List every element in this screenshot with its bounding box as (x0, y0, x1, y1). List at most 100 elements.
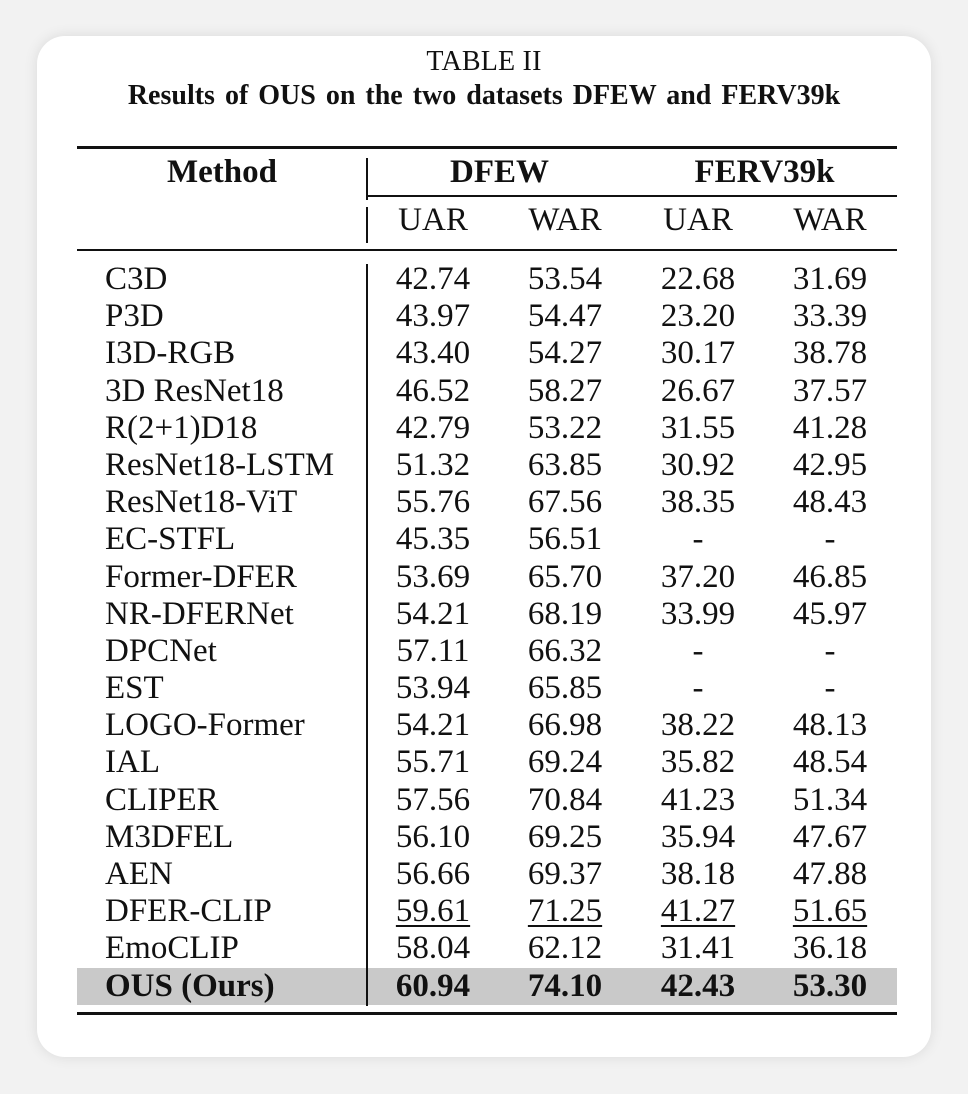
metric-value: 53.54 (527, 261, 603, 297)
bottom-rule (77, 1012, 897, 1015)
method-name: 3D ResNet18 (105, 372, 284, 409)
metric-value: 26.67 (660, 372, 736, 409)
metric-value: 65.70 (527, 558, 603, 595)
metric-value: 59.61 (395, 893, 471, 930)
metric-value: 42.79 (395, 409, 471, 446)
metric-value: - (692, 632, 704, 669)
metric-value: 66.32 (527, 632, 603, 669)
table-row: M3DFEL 56.10 69.25 35.94 47.67 (77, 819, 897, 856)
metric-value: 53.30 (792, 967, 868, 1004)
metric-value: 38.22 (660, 707, 736, 744)
header-ferv-war: WAR (793, 202, 867, 238)
metric-value: 71.25 (527, 893, 603, 930)
metric-value: 66.98 (527, 707, 603, 744)
table-row: Former-DFER 53.69 65.70 37.20 46.85 (77, 559, 897, 596)
metric-value: 31.55 (660, 409, 736, 446)
header-dfew-war: WAR (528, 202, 602, 238)
table-card: TABLE II Results of OUS on the two datas… (37, 36, 931, 1057)
metric-value: 55.71 (395, 744, 471, 781)
method-name: IAL (105, 744, 160, 781)
metric-value: 54.47 (527, 298, 603, 335)
top-rule (77, 146, 897, 149)
metric-value: 74.10 (527, 967, 603, 1004)
metric-value: 41.23 (660, 781, 736, 818)
header-ferv-uar: UAR (663, 202, 733, 238)
metric-value: 54.27 (527, 335, 603, 372)
metric-value: 56.51 (527, 521, 603, 558)
metric-value: 68.19 (527, 595, 603, 632)
metric-value: 37.20 (660, 558, 736, 595)
metric-value: 43.40 (395, 335, 471, 372)
metric-value: - (692, 670, 704, 707)
table-label: TABLE II (426, 46, 542, 77)
header-dfew: DFEW (450, 154, 549, 190)
metric-value: 69.25 (527, 818, 603, 855)
metric-value: 30.17 (660, 335, 736, 372)
metric-value: 54.21 (395, 595, 471, 632)
metric-value: 38.78 (792, 335, 868, 372)
metric-value: 48.54 (792, 744, 868, 781)
metric-value: 53.94 (395, 670, 471, 707)
metric-value: 38.18 (660, 856, 736, 892)
table-row: EST 53.94 65.85 - - (77, 670, 897, 707)
header-dfew-uar: UAR (398, 202, 468, 238)
method-name: LOGO-Former (105, 707, 305, 744)
metric-value: 23.20 (660, 298, 736, 335)
metric-value: 55.76 (395, 484, 471, 521)
method-name: AEN (105, 856, 173, 892)
metric-value: 67.56 (527, 484, 603, 521)
method-name: M3DFEL (105, 818, 234, 855)
metric-value: 42.43 (660, 967, 736, 1004)
metric-value: 48.13 (792, 707, 868, 744)
table-row: OUS (Ours) 60.94 74.10 42.43 53.30 (77, 967, 897, 1005)
metric-value: - (692, 521, 704, 558)
method-name: P3D (105, 298, 164, 335)
method-name: NR-DFERNet (105, 595, 294, 632)
metric-value: 69.37 (527, 856, 603, 892)
metric-value: - (824, 521, 836, 558)
metric-value: 51.32 (395, 446, 471, 483)
metric-value: 31.69 (792, 261, 868, 297)
method-name: EC-STFL (105, 521, 236, 558)
table-row: DPCNet 57.11 66.32 - - (77, 633, 897, 670)
metric-value: 53.69 (395, 558, 471, 595)
table-row: CLIPER 57.56 70.84 41.23 51.34 (77, 782, 897, 819)
metric-value: 63.85 (527, 446, 603, 483)
metric-value: 58.04 (395, 930, 471, 967)
metric-value: 36.18 (792, 930, 868, 967)
column-divider (366, 207, 368, 243)
metric-value: 37.57 (792, 372, 868, 409)
column-divider (366, 158, 368, 200)
method-name: ResNet18-ViT (105, 484, 298, 521)
header-rule (77, 249, 897, 251)
method-name: DFER-CLIP (105, 893, 272, 930)
metric-value: 42.74 (395, 261, 471, 297)
metric-value: 57.11 (396, 632, 470, 669)
metric-value: 46.52 (395, 372, 471, 409)
method-name: Former-DFER (105, 558, 297, 595)
table-row: C3D 42.74 53.54 22.68 31.69 (77, 261, 897, 298)
metric-value: 30.92 (660, 446, 736, 483)
metric-value: 22.68 (660, 261, 736, 297)
method-name: R(2+1)D18 (105, 409, 258, 446)
metric-value: 33.99 (660, 595, 736, 632)
metric-value: 46.85 (792, 558, 868, 595)
metric-value: 56.10 (395, 818, 471, 855)
metric-value: 43.97 (395, 298, 471, 335)
table-row: NR-DFERNet 54.21 68.19 33.99 45.97 (77, 596, 897, 633)
table-row: IAL 55.71 69.24 35.82 48.54 (77, 744, 897, 781)
method-name: OUS (Ours) (105, 967, 275, 1004)
metric-value: 70.84 (527, 781, 603, 818)
metric-value: 41.27 (660, 893, 736, 930)
header-method: Method (167, 154, 277, 190)
metric-value: 31.41 (660, 930, 736, 967)
metric-value: 35.94 (660, 818, 736, 855)
method-name: DPCNet (105, 632, 217, 669)
metric-value: - (824, 632, 836, 669)
table-row: DFER-CLIP 59.61 71.25 41.27 51.65 (77, 893, 897, 930)
table-row: R(2+1)D18 42.79 53.22 31.55 41.28 (77, 410, 897, 447)
metric-value: 38.35 (660, 484, 736, 521)
table-body: C3D 42.74 53.54 22.68 31.69 P3D 43.97 54.47 23.2… (77, 261, 897, 1005)
metric-value: 45.35 (395, 521, 471, 558)
table-row: LOGO-Former 54.21 66.98 38.22 48.13 (77, 707, 897, 744)
